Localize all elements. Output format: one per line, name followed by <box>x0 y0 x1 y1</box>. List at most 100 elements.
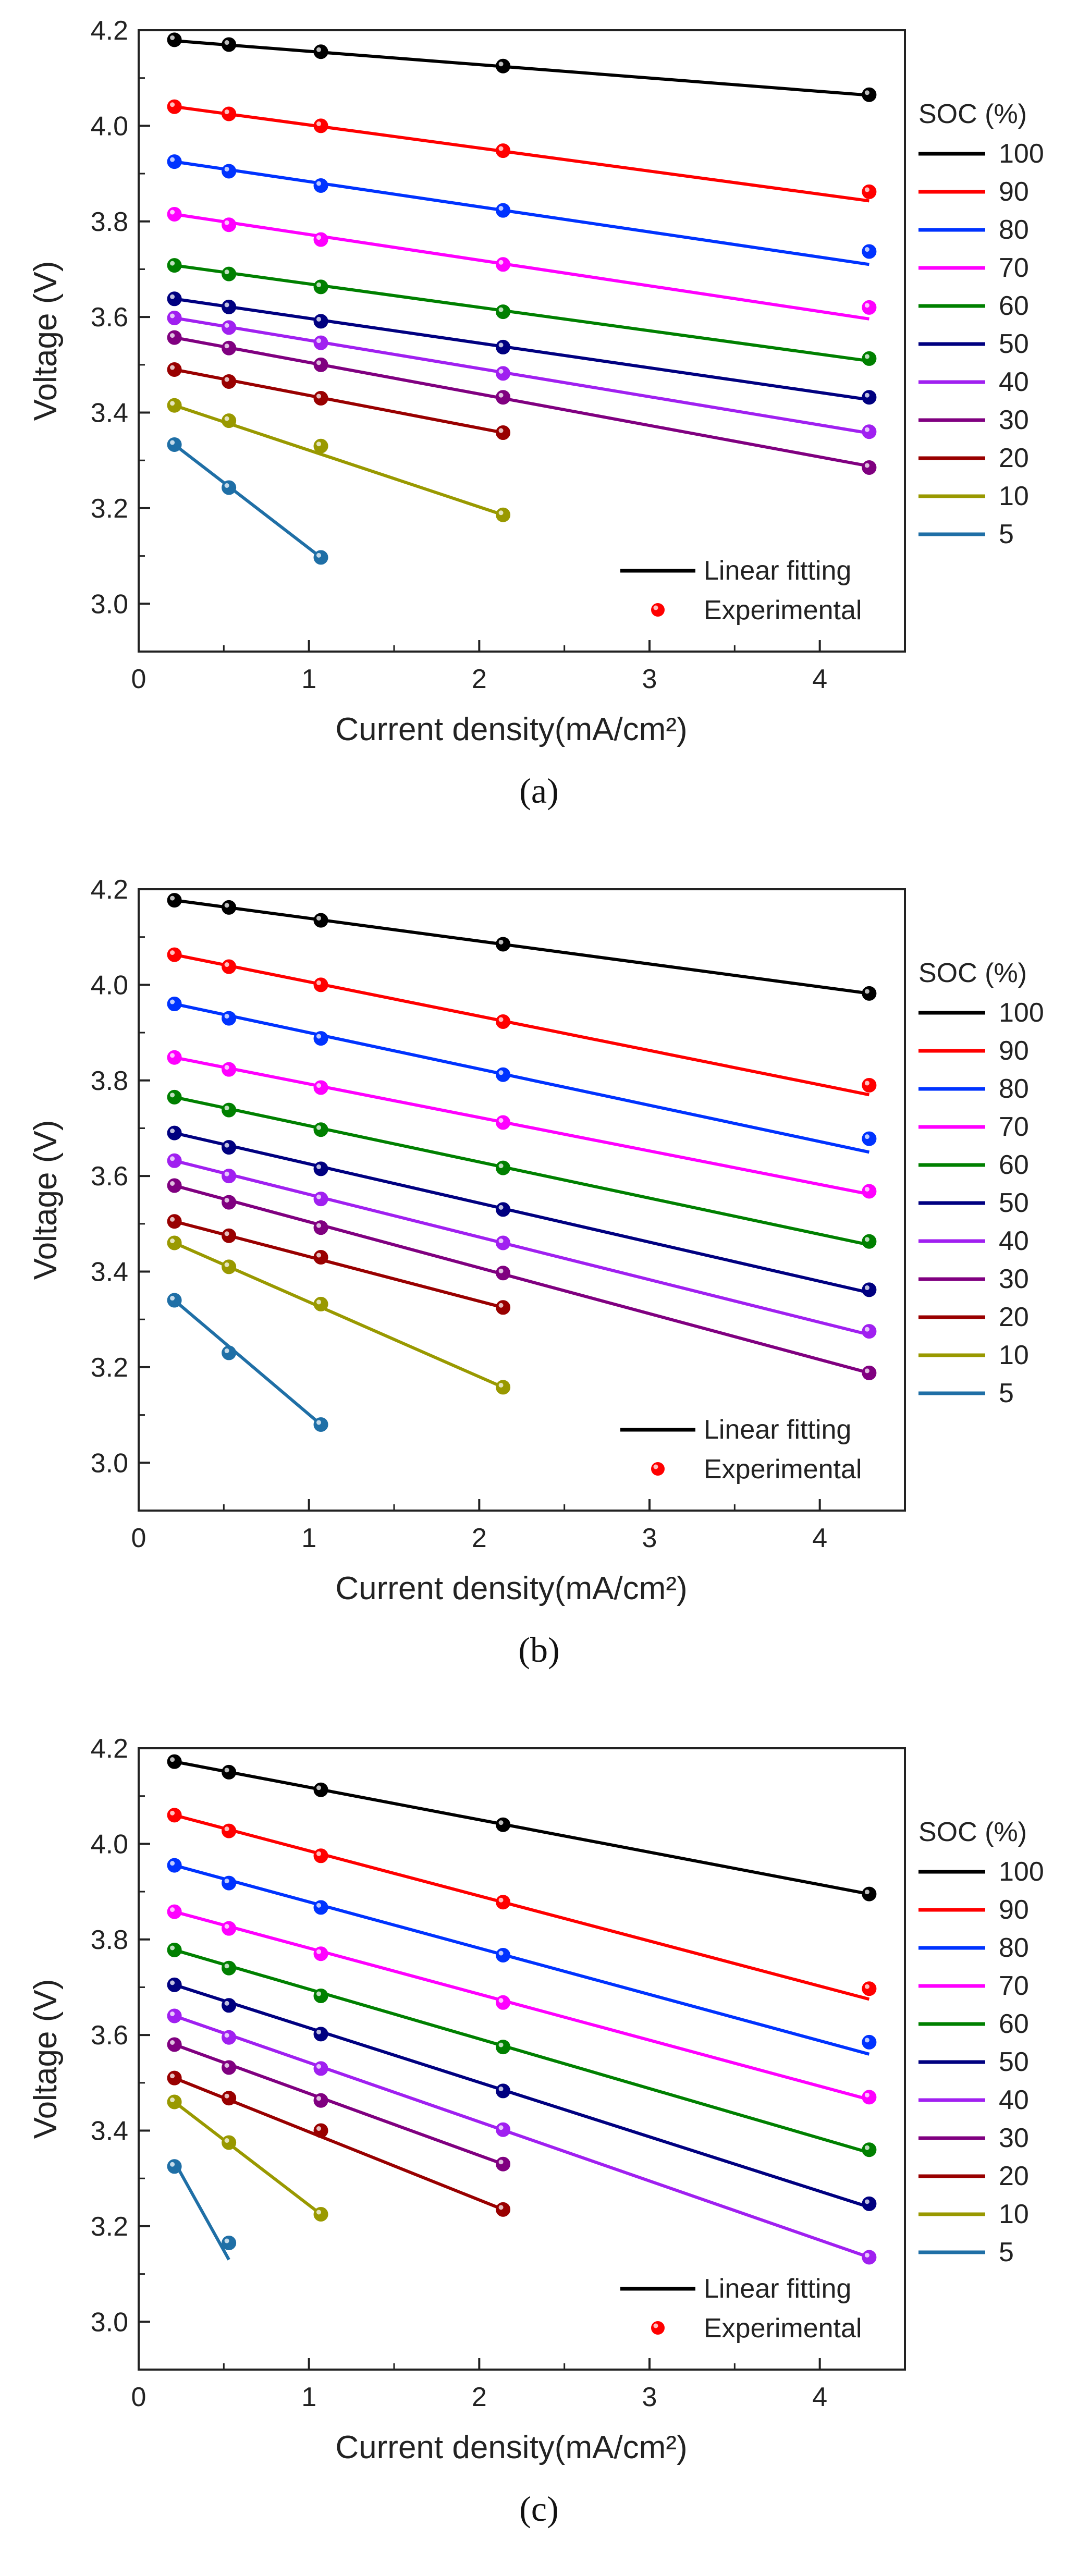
data-point-soc-80 <box>862 1131 877 1146</box>
data-point-highlight <box>316 916 322 921</box>
data-point-highlight <box>864 2145 869 2150</box>
fit-line-soc-100 <box>174 39 869 97</box>
data-point-soc-90 <box>167 99 182 114</box>
data-point-highlight <box>864 1368 869 1373</box>
data-point-soc-80 <box>313 178 328 193</box>
data-point-highlight <box>224 220 229 225</box>
series-soc-30 <box>167 2037 511 2172</box>
data-point-soc-70 <box>167 207 182 222</box>
data-point-soc-70 <box>167 1904 182 1919</box>
data-point-soc-100 <box>862 986 877 1001</box>
data-point-highlight <box>316 1903 322 1908</box>
series-soc-20 <box>167 2070 511 2217</box>
legend-label-soc-80: 80 <box>999 1933 1029 1963</box>
data-point-soc-5 <box>313 1417 328 1432</box>
fit-line-soc-70 <box>174 1056 869 1196</box>
data-point-highlight <box>498 2160 504 2165</box>
legend-label-experimental: Experimental <box>704 2313 862 2344</box>
fit-line-soc-70 <box>174 1910 870 2101</box>
data-point-soc-90 <box>222 106 237 121</box>
data-point-soc-60 <box>496 1160 511 1175</box>
data-point-highlight <box>316 360 322 365</box>
data-point-soc-40 <box>313 1192 328 1207</box>
data-point-highlight <box>224 1014 229 1019</box>
data-point-highlight <box>498 1303 504 1308</box>
data-point-highlight <box>316 2096 322 2101</box>
legend-label-soc-50: 50 <box>999 329 1029 359</box>
y-tick-label: 3.4 <box>91 2116 128 2146</box>
data-point-highlight <box>170 1861 175 1866</box>
data-point-soc-10 <box>222 2135 237 2150</box>
data-point-highlight <box>316 1083 322 1088</box>
data-point-soc-60 <box>167 258 182 273</box>
data-point-soc-50 <box>496 339 511 354</box>
legend-marker-experimental <box>651 1462 665 1476</box>
fit-line-soc-90 <box>174 953 869 1097</box>
data-point-soc-20 <box>222 374 237 389</box>
data-point-soc-50 <box>313 314 328 329</box>
data-point-soc-70 <box>862 300 877 315</box>
data-point-highlight <box>498 428 504 433</box>
data-point-soc-80 <box>496 1948 511 1963</box>
data-point-soc-20 <box>222 1228 237 1243</box>
legend-label-soc-100: 100 <box>999 139 1044 169</box>
data-point-soc-50 <box>313 1161 328 1176</box>
data-point-soc-10 <box>313 2207 328 2222</box>
data-point-highlight <box>316 1785 322 1790</box>
data-point-soc-30 <box>496 1266 511 1281</box>
data-point-soc-70 <box>167 1050 182 1065</box>
legend-label-soc-100: 100 <box>999 998 1044 1028</box>
y-tick-label: 3.6 <box>91 2020 128 2051</box>
data-point-highlight <box>170 102 175 107</box>
fit-line-soc-90 <box>174 105 869 203</box>
x-tick-label: 2 <box>472 2382 487 2412</box>
y-tick-label: 3.6 <box>91 1161 128 1192</box>
data-point-highlight <box>498 1238 504 1244</box>
data-point-highlight <box>170 2162 175 2167</box>
data-point-soc-30 <box>862 1365 877 1380</box>
data-point-highlight <box>864 2092 869 2097</box>
legend-label-soc-90: 90 <box>999 1036 1029 1066</box>
data-point-soc-10 <box>313 1296 328 1311</box>
data-point-highlight <box>170 1757 175 1762</box>
data-point-highlight <box>498 1897 504 1903</box>
data-point-highlight <box>498 1820 504 1825</box>
data-point-soc-100 <box>222 900 237 915</box>
y-axis-label: Voltage (V) <box>28 261 64 421</box>
data-point-soc-90 <box>862 1981 877 1996</box>
data-point-highlight <box>864 1890 869 1895</box>
data-point-highlight <box>170 1296 175 1301</box>
data-point-soc-40 <box>862 2250 877 2265</box>
data-point-soc-30 <box>496 2156 511 2172</box>
data-point-soc-90 <box>313 1848 328 1863</box>
data-point-soc-20 <box>167 362 182 377</box>
series-soc-70 <box>167 1904 877 2105</box>
fit-line-soc-100 <box>174 899 869 995</box>
data-point-highlight <box>316 1223 322 1228</box>
data-point-highlight <box>498 510 504 516</box>
legend-label-linear-fitting: Linear fitting <box>704 1415 851 1445</box>
data-point-highlight <box>316 316 322 322</box>
fit-line-soc-50 <box>174 1983 870 2209</box>
series-soc-20 <box>167 1214 511 1315</box>
data-point-soc-90 <box>313 118 328 133</box>
data-point-soc-20 <box>496 1300 511 1315</box>
legend-label-linear-fitting: Linear fitting <box>704 2274 851 2304</box>
fit-line-soc-80 <box>174 1863 870 2056</box>
data-point-soc-20 <box>167 2070 182 2086</box>
series-soc-70 <box>167 207 877 321</box>
data-point-highlight <box>316 121 322 126</box>
legend-marker-highlight <box>653 1464 658 1469</box>
fit-line-soc-40 <box>174 316 869 435</box>
data-point-highlight <box>224 40 229 45</box>
data-point-soc-70 <box>222 1062 237 1077</box>
data-point-highlight <box>316 394 322 399</box>
data-point-soc-50 <box>167 291 182 306</box>
fit-line-soc-5 <box>173 443 322 559</box>
data-point-soc-50 <box>496 1202 511 1217</box>
data-point-highlight <box>170 294 175 299</box>
data-point-highlight <box>224 109 229 114</box>
data-point-highlight <box>170 1128 175 1134</box>
legend-label-soc-100: 100 <box>999 1857 1044 1887</box>
data-point-highlight <box>170 2074 175 2079</box>
